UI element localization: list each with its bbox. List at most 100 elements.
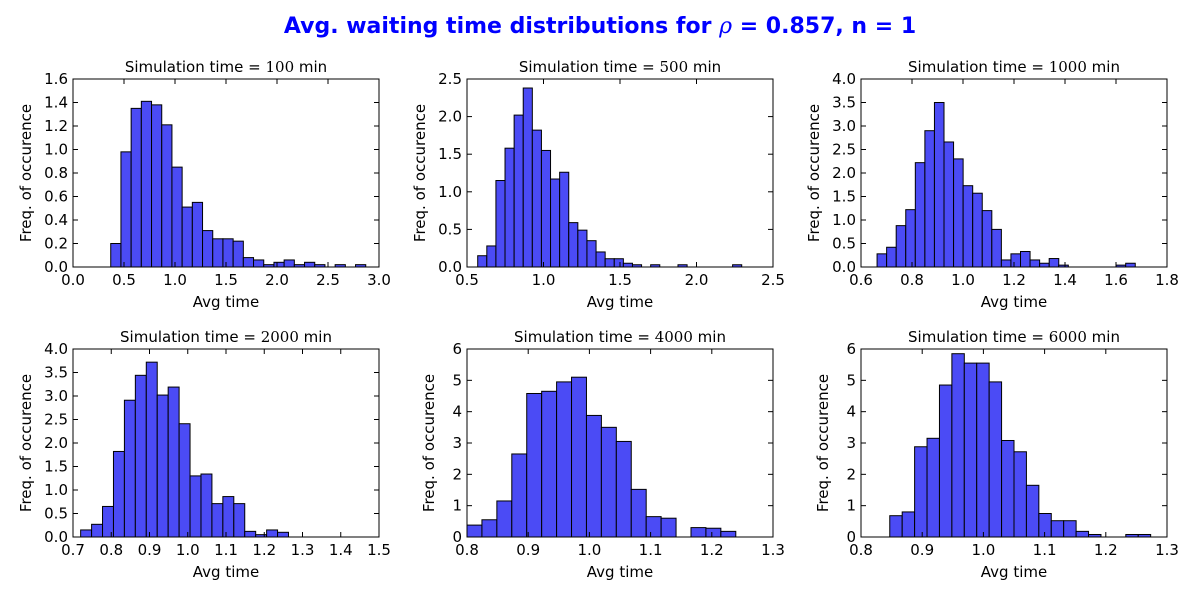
- x-tick-label: 1.1: [639, 541, 663, 559]
- y-tick-label: 4.0: [832, 70, 856, 88]
- histogram-bar: [926, 437, 940, 538]
- x-tick-label: 1.0: [577, 541, 601, 559]
- y-tick-label: 0.5: [438, 220, 462, 238]
- y-tick-label: 1.0: [44, 481, 68, 499]
- y-tick-label: 2: [452, 465, 462, 483]
- histogram-bar: [622, 262, 633, 268]
- y-tick-label: 4: [846, 403, 856, 421]
- y-tick-label: 1.6: [44, 70, 68, 88]
- histogram-bar: [161, 124, 173, 268]
- histogram-bar: [140, 100, 153, 268]
- histogram-bar: [526, 392, 543, 538]
- subplot-500: Simulation time = 500 min 0.5 1.0 1.5 2.0 2.5…: [411, 58, 785, 311]
- histogram-bar: [630, 488, 647, 538]
- histogram-bar: [1029, 259, 1041, 268]
- histogram-bar: [720, 530, 737, 538]
- y-tick-label: 0.6: [44, 188, 68, 206]
- x-axis-label: Avg time: [981, 563, 1047, 581]
- subplot-title: Simulation time = 2000 min: [120, 328, 332, 346]
- histogram-bar: [253, 259, 265, 268]
- histogram-bar: [504, 147, 515, 268]
- y-tick-label: 6: [846, 340, 856, 358]
- histogram-bar: [1001, 439, 1015, 538]
- histogram-bar: [585, 414, 602, 538]
- histogram-bar: [705, 527, 722, 538]
- histogram-bar: [200, 473, 213, 538]
- histogram-bar: [1063, 520, 1077, 538]
- y-axis-label: Freq. of occurence: [411, 104, 429, 242]
- y-tick-label: 2.5: [832, 141, 856, 159]
- subplot-title-value: 1000: [1049, 58, 1087, 76]
- x-tick-label: 1.2: [700, 541, 724, 559]
- subplot-title-unit: min: [1087, 58, 1120, 76]
- histogram-bar: [924, 130, 935, 268]
- y-axis-label: Freq. of occurence: [17, 374, 35, 512]
- x-tick-label: 1.2: [252, 541, 276, 559]
- histogram-bar: [1010, 253, 1022, 268]
- subplot-title-prefix: Simulation time =: [908, 58, 1049, 76]
- y-tick-label: 0: [452, 528, 462, 546]
- histogram-bar: [151, 104, 163, 268]
- x-axis-label: Avg time: [587, 293, 653, 311]
- x-tick-label: 3.0: [367, 271, 391, 289]
- histogram-bar: [991, 228, 1002, 268]
- histogram-bar: [938, 384, 953, 538]
- figure-title: Avg. waiting time distributions for ρ = …: [284, 14, 916, 39]
- y-tick-label: 0.0: [832, 258, 856, 276]
- histogram-bar: [886, 246, 897, 268]
- histogram-bar: [110, 243, 122, 268]
- histogram-bar: [120, 151, 132, 268]
- y-tick-label: 3: [452, 434, 462, 452]
- y-tick-label: 1.0: [438, 183, 462, 201]
- x-tick-label: 1.0: [971, 541, 995, 559]
- x-tick-label: 2.0: [685, 271, 709, 289]
- x-tick-label: 1.3: [1155, 541, 1179, 559]
- y-axis-label: Freq. of occurence: [814, 374, 832, 512]
- histogram-bar: [80, 529, 93, 538]
- x-tick-label: 1.0: [951, 271, 975, 289]
- subplot-title-unit: min: [1087, 328, 1120, 346]
- x-tick-label: 1.1: [1033, 541, 1057, 559]
- histogram-bar: [202, 230, 214, 268]
- histogram-bar: [283, 259, 295, 268]
- subplot-title-prefix: Simulation time =: [908, 328, 1049, 346]
- subplot-title-value: 2000: [261, 328, 299, 346]
- x-tick-label: 1.5: [367, 541, 391, 559]
- histogram-bar: [951, 353, 965, 538]
- histogram-bar: [466, 524, 483, 538]
- histogram-bar: [586, 240, 597, 268]
- histogram-bar: [189, 475, 202, 538]
- histogram-bar: [496, 500, 513, 538]
- y-tick-label: 5: [846, 371, 856, 389]
- subplot-2000: Simulation time = 2000 min 0.7 0.8 0.9 1.0 1.…: [17, 328, 391, 581]
- x-tick-label: 1.4: [1053, 271, 1077, 289]
- x-tick-label: 0.5: [455, 271, 479, 289]
- histogram-bar: [91, 523, 104, 538]
- x-tick-label: 0.5: [112, 271, 136, 289]
- x-tick-label: 2.5: [761, 271, 785, 289]
- x-tick-label: 0.7: [61, 541, 85, 559]
- histogram-bar: [1020, 250, 1031, 268]
- y-tick-label: 3.0: [832, 117, 856, 135]
- subplot-title-value: 500: [659, 58, 688, 76]
- histogram-bar: [123, 399, 136, 538]
- histogram-bar: [481, 519, 498, 538]
- x-tick-label: 0.6: [849, 271, 873, 289]
- histogram-bar: [690, 527, 707, 538]
- histogram-bar: [600, 426, 617, 538]
- histogram-bar: [914, 446, 928, 538]
- subplot-1000: Simulation time = 1000 min 0.6 0.8 1.0 1.2 1.…: [805, 58, 1179, 311]
- histogram-bar: [963, 362, 978, 538]
- y-tick-label: 2.5: [44, 411, 68, 429]
- histogram-bar: [486, 245, 497, 268]
- y-tick-label: 4: [452, 403, 462, 421]
- subplot-title-value: 6000: [1049, 328, 1087, 346]
- y-tick-label: 4.0: [44, 340, 68, 358]
- y-axis-label: Freq. of occurence: [420, 374, 438, 512]
- y-tick-label: 0.8: [44, 164, 68, 182]
- y-tick-label: 1.0: [832, 211, 856, 229]
- y-tick-label: 0.5: [832, 235, 856, 253]
- x-axis-label: Avg time: [981, 293, 1047, 311]
- histogram-bar: [595, 251, 606, 268]
